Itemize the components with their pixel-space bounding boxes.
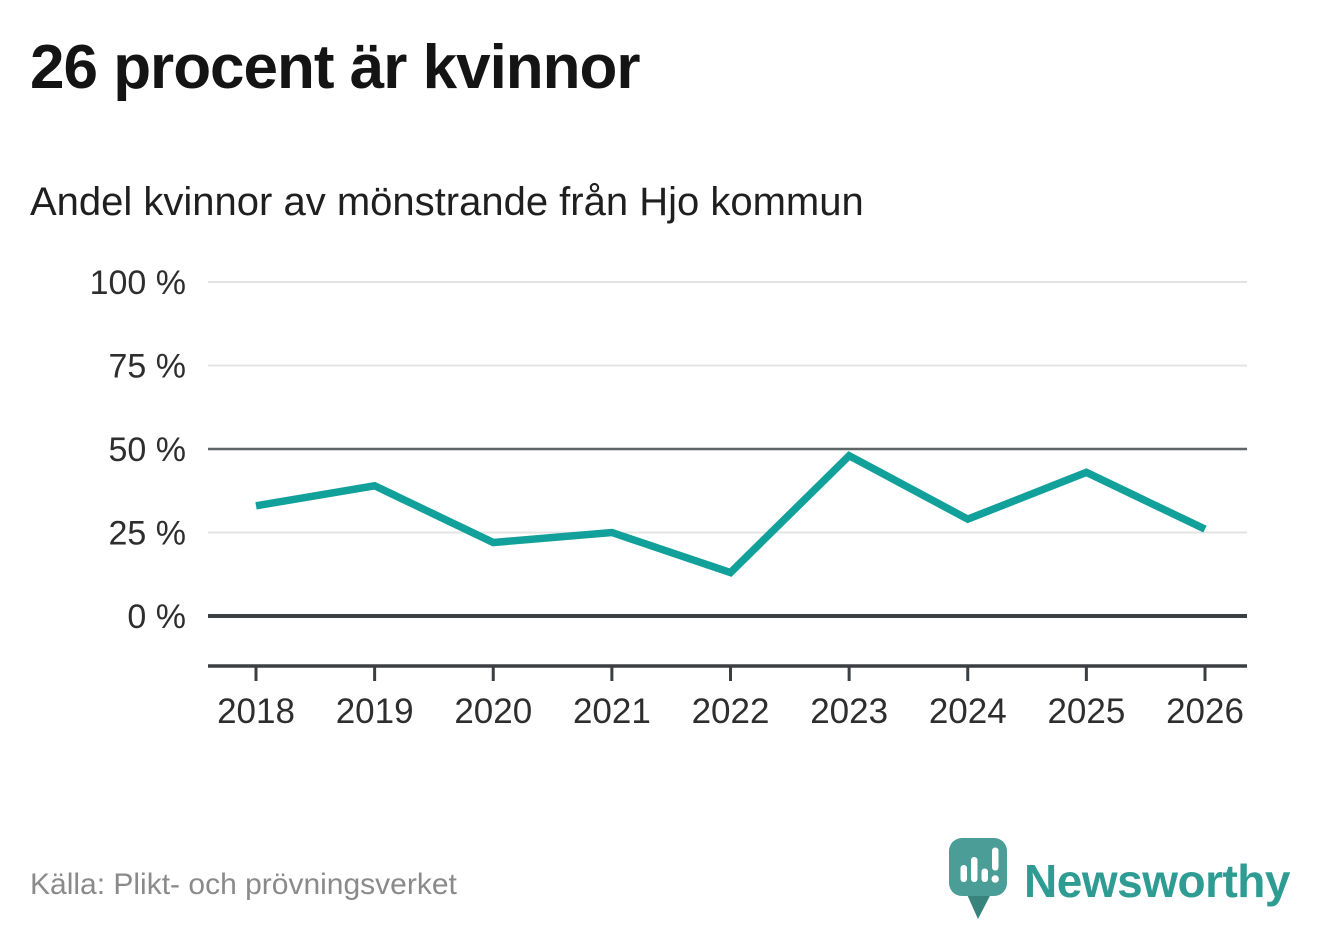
y-tick-label: 50 % [109,431,187,469]
chart-title: 26 procent är kvinnor [30,33,641,102]
newsworthy-logo-icon [949,838,1008,919]
x-tick-label: 2024 [929,692,1007,731]
x-tick-label: 2025 [1047,692,1125,731]
x-tick-label: 2026 [1166,692,1244,731]
y-tick-label: 75 % [109,348,187,386]
x-tick-label: 2020 [454,692,532,731]
data-line-andel-kvinnor [255,451,1207,577]
x-tick-label: 2021 [573,692,651,731]
newsworthy-logo: Newsworthy [949,838,1290,924]
x-tick-label: 2023 [810,692,888,731]
y-tick-label: 0 % [127,598,186,636]
x-tick-label: 2022 [692,692,770,731]
y-tick-label: 25 % [109,515,187,553]
x-tick-label: 2018 [217,692,295,731]
y-tick-label: 100 % [90,264,186,302]
source-text: Källa: Plikt- och prövningsverket [30,868,457,901]
newsworthy-logo-text: Newsworthy [1024,855,1290,907]
x-tick-label: 2019 [336,692,414,731]
chart-subtitle: Andel kvinnor av mönstrande från Hjo kom… [30,180,864,224]
